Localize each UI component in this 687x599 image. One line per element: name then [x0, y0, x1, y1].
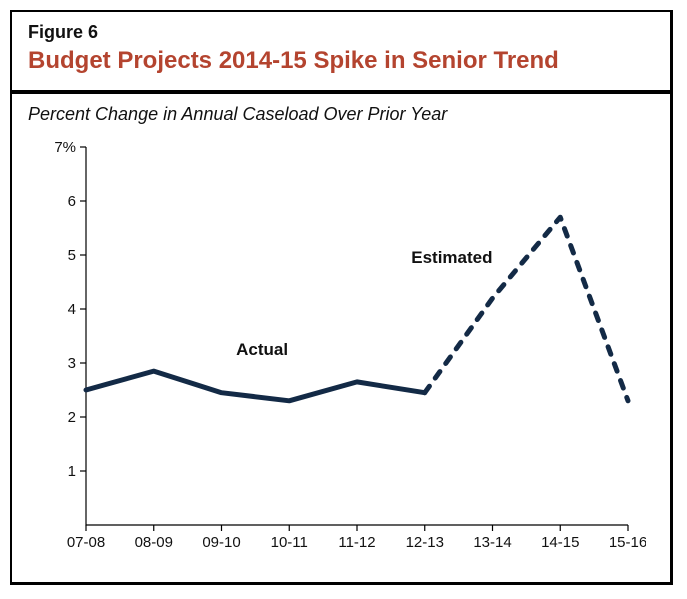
- line-chart: 1 2 3 4 5 6 7% 07-08 08-09 09-10 10-11 11-12 12-13 13…: [36, 139, 646, 559]
- figure-frame: Figure 6 Budget Projects 2014-15 Spike i…: [10, 10, 673, 585]
- annotation-actual: Actual: [236, 340, 288, 359]
- svg-text:08-09: 08-09: [135, 534, 173, 551]
- svg-text:11-12: 11-12: [338, 534, 375, 551]
- figure-container: Figure 6 Budget Projects 2014-15 Spike i…: [0, 0, 687, 599]
- svg-text:4: 4: [68, 301, 76, 318]
- annotation-estimated: Estimated: [411, 248, 492, 267]
- figure-label: Figure 6: [28, 22, 654, 43]
- svg-text:5: 5: [68, 247, 76, 264]
- svg-text:2: 2: [68, 409, 76, 426]
- svg-text:12-13: 12-13: [406, 534, 444, 551]
- series-actual: [86, 371, 425, 401]
- svg-text:3: 3: [68, 355, 76, 372]
- svg-text:1: 1: [68, 463, 76, 480]
- svg-text:14-15: 14-15: [541, 534, 579, 551]
- figure-title: Budget Projects 2014-15 Spike in Senior …: [28, 47, 654, 76]
- svg-text:13-14: 13-14: [473, 534, 511, 551]
- figure-header: Figure 6 Budget Projects 2014-15 Spike i…: [12, 12, 670, 84]
- svg-text:09-10: 09-10: [202, 534, 240, 551]
- svg-text:07-08: 07-08: [67, 534, 105, 551]
- figure-subtitle: Percent Change in Annual Caseload Over P…: [12, 94, 670, 125]
- series-estimated: [425, 217, 628, 401]
- svg-text:6: 6: [68, 193, 76, 210]
- svg-text:15-16: 15-16: [609, 534, 646, 551]
- svg-text:7%: 7%: [54, 139, 76, 156]
- svg-text:10-11: 10-11: [271, 534, 308, 551]
- chart-area: 1 2 3 4 5 6 7% 07-08 08-09 09-10 10-11 11-12 12-13 13…: [36, 139, 646, 559]
